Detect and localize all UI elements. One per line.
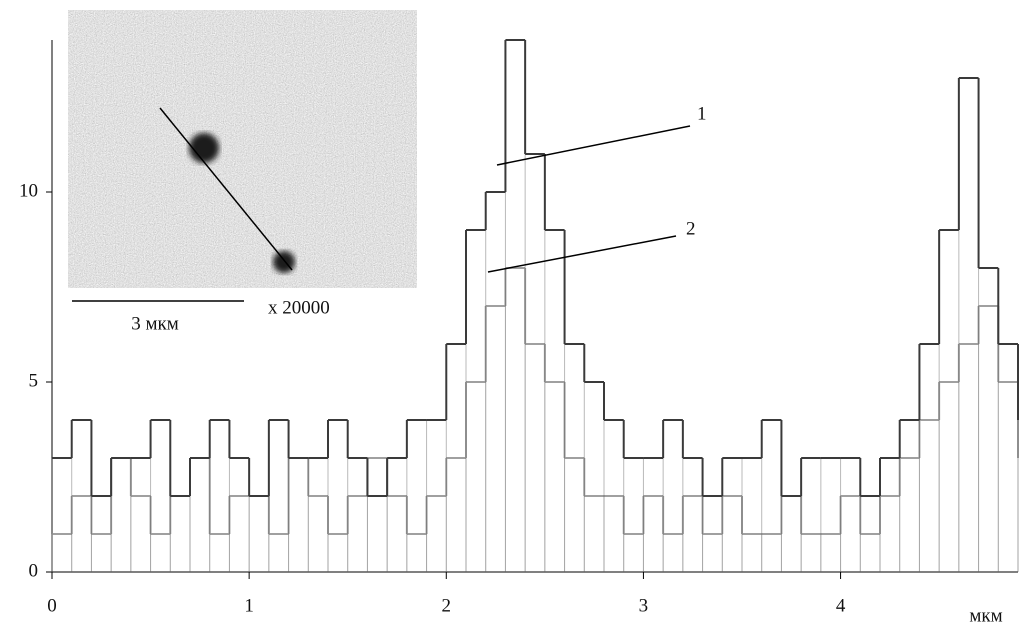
x-tick-label: 0 bbox=[47, 595, 57, 616]
x-tick-label: 1 bbox=[244, 595, 254, 616]
x-tick-label: 2 bbox=[442, 595, 452, 616]
series-label: 1 bbox=[697, 103, 707, 124]
inset-image: 3 мкм x 20000 bbox=[68, 10, 417, 334]
scale-label: 3 мкм bbox=[131, 313, 179, 334]
inset-noise bbox=[68, 10, 417, 288]
x-axis-label: мкм bbox=[969, 605, 1002, 626]
y-tick-label: 0 bbox=[29, 560, 39, 581]
plot-area: 0 5 10 0 1 2 3 4 bbox=[19, 39, 1019, 616]
leader-line bbox=[496, 125, 691, 166]
y-tick-label: 10 bbox=[19, 180, 38, 201]
x-tick-label: 3 bbox=[639, 595, 649, 616]
series-label: 2 bbox=[686, 218, 696, 239]
y-tick-label: 5 bbox=[29, 370, 39, 391]
x-tick-label: 4 bbox=[836, 595, 846, 616]
particle bbox=[189, 133, 219, 163]
magnification: x 20000 bbox=[268, 297, 330, 318]
leader-line bbox=[487, 235, 677, 273]
scan-line bbox=[159, 107, 293, 271]
